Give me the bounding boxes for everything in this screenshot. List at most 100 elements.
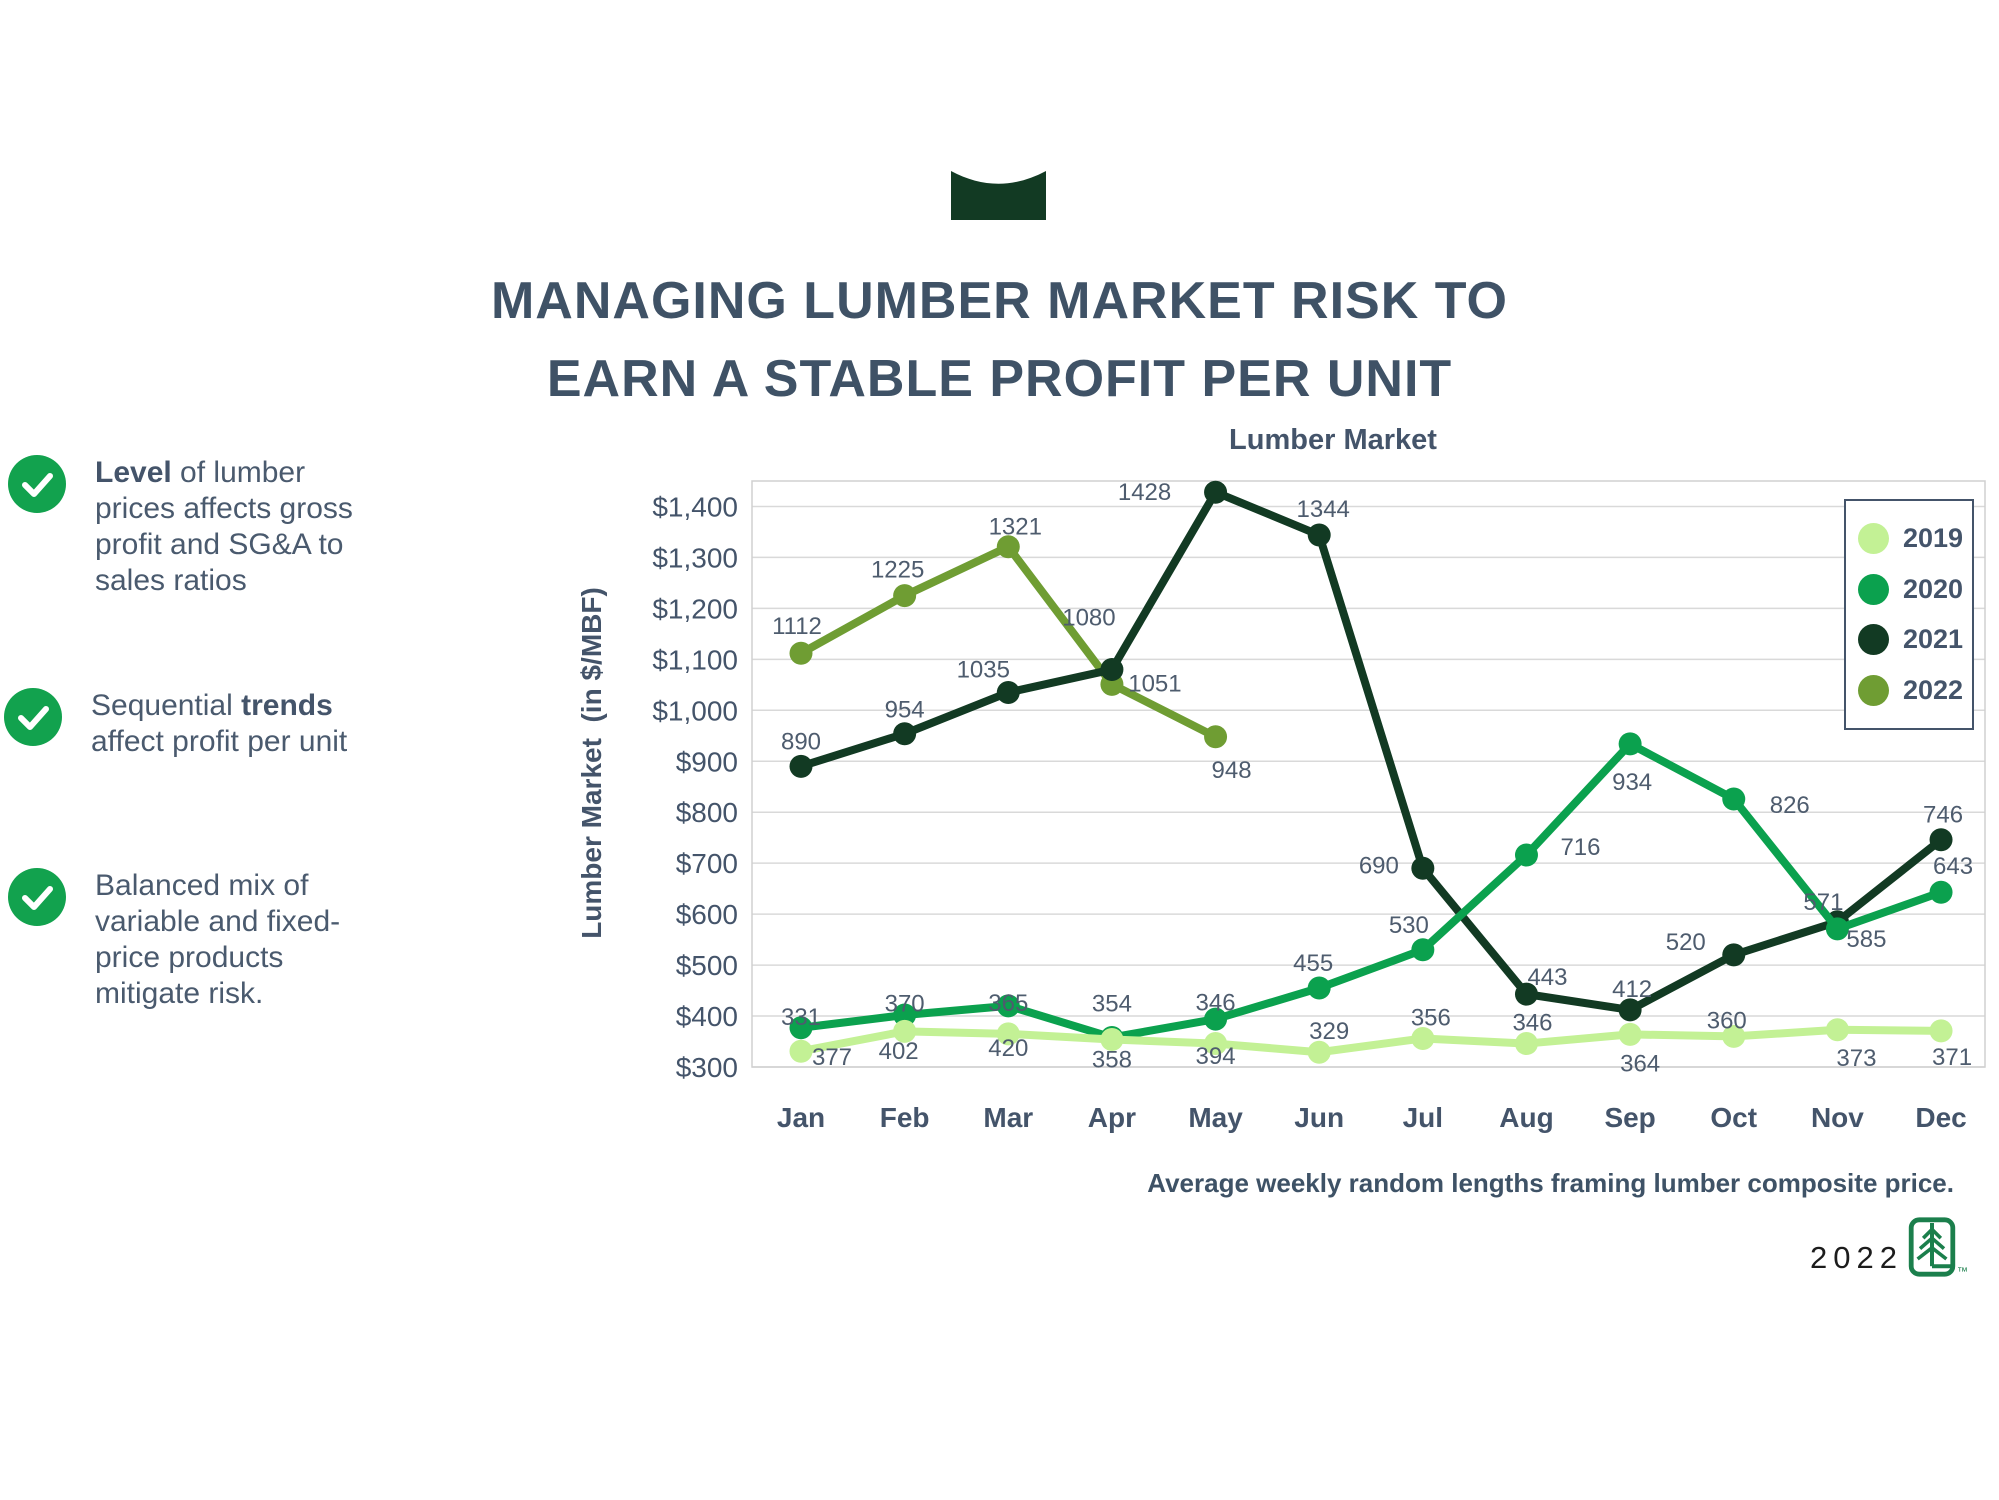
data-label-2021: 585 [1846, 926, 1886, 953]
data-point-2019 [1929, 1019, 1953, 1043]
x-tick-label: Jul [1403, 1102, 1443, 1133]
x-tick-label: Mar [983, 1102, 1033, 1133]
logo-shape [951, 171, 1046, 220]
tree-logo-art [1908, 1217, 1956, 1277]
data-point-2019 [1722, 1024, 1746, 1048]
data-label-2019: 356 [1411, 1004, 1451, 1031]
legend: 2019 2020 2021 2022 [1844, 499, 1974, 730]
data-point-2019 [996, 1022, 1020, 1046]
data-point-2022 [996, 535, 1020, 559]
check-icon [8, 868, 66, 926]
y-tick-label: $400 [676, 1001, 738, 1032]
data-point-2019 [1204, 1032, 1228, 1056]
data-point-2022 [893, 584, 917, 608]
data-point-2020 [1411, 938, 1435, 962]
series-line-2020 [797, 739, 1946, 1042]
data-label-2020: 420 [988, 1035, 1028, 1062]
series-line-2021 [797, 488, 1946, 1014]
x-tick-label: Jan [777, 1102, 825, 1133]
data-label-2020: 358 [1092, 1046, 1132, 1073]
data-point-2020 [789, 1016, 813, 1040]
data-label-2021: 954 [885, 697, 925, 724]
y-tick-label: $600 [676, 899, 738, 930]
check-icon [4, 688, 62, 746]
series-line-2022 [797, 542, 1220, 741]
data-point-2019 [893, 1019, 917, 1043]
x-tick-label: Nov [1811, 1102, 1864, 1133]
y-tick-label: $1,400 [652, 491, 738, 522]
data-point-2022 [1204, 725, 1228, 749]
data-label-2021: 520 [1666, 929, 1706, 956]
data-label-2022: 1112 [772, 613, 822, 640]
company-logo-mark [951, 171, 1046, 220]
data-label-2020: 826 [1770, 792, 1810, 819]
y-tick-label: $300 [676, 1052, 738, 1083]
y-tick-label: $1,000 [652, 695, 738, 726]
bullet-balanced-mix: Balanced mix of variable and fixed-price… [8, 868, 365, 1012]
data-point-2020 [1307, 976, 1331, 1000]
y-tick-label: $1,200 [652, 593, 738, 624]
data-label-2021: 746 [1923, 802, 1963, 829]
bullet-text: Balanced mix of variable and fixed-price… [95, 869, 341, 1010]
data-label-2022: 1051 [1128, 670, 1181, 697]
data-label-2019: 354 [1092, 990, 1132, 1017]
chart-footnote: Average weekly random lengths framing lu… [1147, 1168, 1954, 1198]
data-point-2019 [1411, 1026, 1435, 1050]
bullet-text: Level of lumber prices affects gross pro… [95, 456, 353, 597]
data-point-2020 [996, 994, 1020, 1018]
series-line-2019 [797, 1025, 1946, 1057]
x-tick-label: Feb [880, 1102, 930, 1133]
legend-item-2022: 2022 [1858, 675, 1972, 707]
data-point-2021 [1618, 998, 1642, 1022]
data-point-2021 [1204, 480, 1228, 504]
legend-item-2021: 2021 [1858, 624, 1972, 656]
data-label-2019: 331 [781, 1004, 821, 1031]
data-label-2020: 394 [1196, 1043, 1236, 1070]
data-label-2019: 365 [988, 990, 1028, 1017]
data-point-2020 [1514, 843, 1538, 867]
slide-title-line2: EARN A STABLE PROFIT PER UNIT [546, 350, 1453, 408]
data-label-2020: 716 [1560, 834, 1600, 861]
data-label-2019: 329 [1309, 1018, 1349, 1045]
data-label-2022: 1321 [989, 514, 1042, 541]
data-label-2021: 1080 [1062, 605, 1115, 632]
chart-title: Lumber Market [1229, 424, 1437, 456]
data-point-2020 [1204, 1007, 1228, 1031]
data-label-2020: 571 [1803, 889, 1843, 916]
data-label-2020: 377 [812, 1044, 852, 1071]
data-label-2022: 1225 [871, 557, 924, 584]
data-point-2020 [1929, 880, 1953, 904]
legend-label: 2020 [1903, 573, 1964, 604]
footer-year: 2022 [1810, 1240, 1903, 1275]
data-point-2021 [893, 722, 917, 746]
data-point-2021 [789, 754, 813, 778]
data-label-2022: 948 [1212, 757, 1252, 784]
data-point-2020 [1618, 732, 1642, 756]
bullet-level: Level of lumber prices affects gross pro… [8, 455, 380, 599]
data-point-2019 [1100, 1027, 1124, 1051]
trademark-symbol: ™ [1957, 1266, 1968, 1278]
data-point-2022 [789, 641, 813, 665]
data-label-2021: 1035 [957, 656, 1010, 683]
y-axis-title: Lumber Market (in $/MBF) [576, 587, 607, 939]
x-tick-label: Apr [1088, 1102, 1136, 1133]
data-label-2020: 934 [1612, 769, 1652, 796]
legend-item-2020: 2020 [1858, 573, 1972, 605]
data-label-2021: 1428 [1118, 479, 1171, 506]
data-label-2019: 360 [1707, 1007, 1747, 1034]
data-point-2021 [1307, 523, 1331, 547]
legend-swatch-2019 [1858, 522, 1889, 554]
x-tick-label: Aug [1499, 1102, 1553, 1133]
data-label-2019: 364 [1620, 1050, 1660, 1077]
data-point-2020 [1825, 917, 1849, 941]
data-point-2021 [1514, 982, 1538, 1006]
legend-label: 2019 [1903, 522, 1964, 553]
legend-swatch-2021 [1858, 624, 1889, 656]
data-label-2020: 530 [1389, 912, 1429, 939]
tree-logo-icon [1908, 1217, 1956, 1277]
data-label-2019: 346 [1512, 1010, 1552, 1037]
legend-swatch-2020 [1858, 573, 1889, 605]
y-tick-label: $1,100 [652, 644, 738, 675]
data-point-2019 [1825, 1018, 1849, 1042]
